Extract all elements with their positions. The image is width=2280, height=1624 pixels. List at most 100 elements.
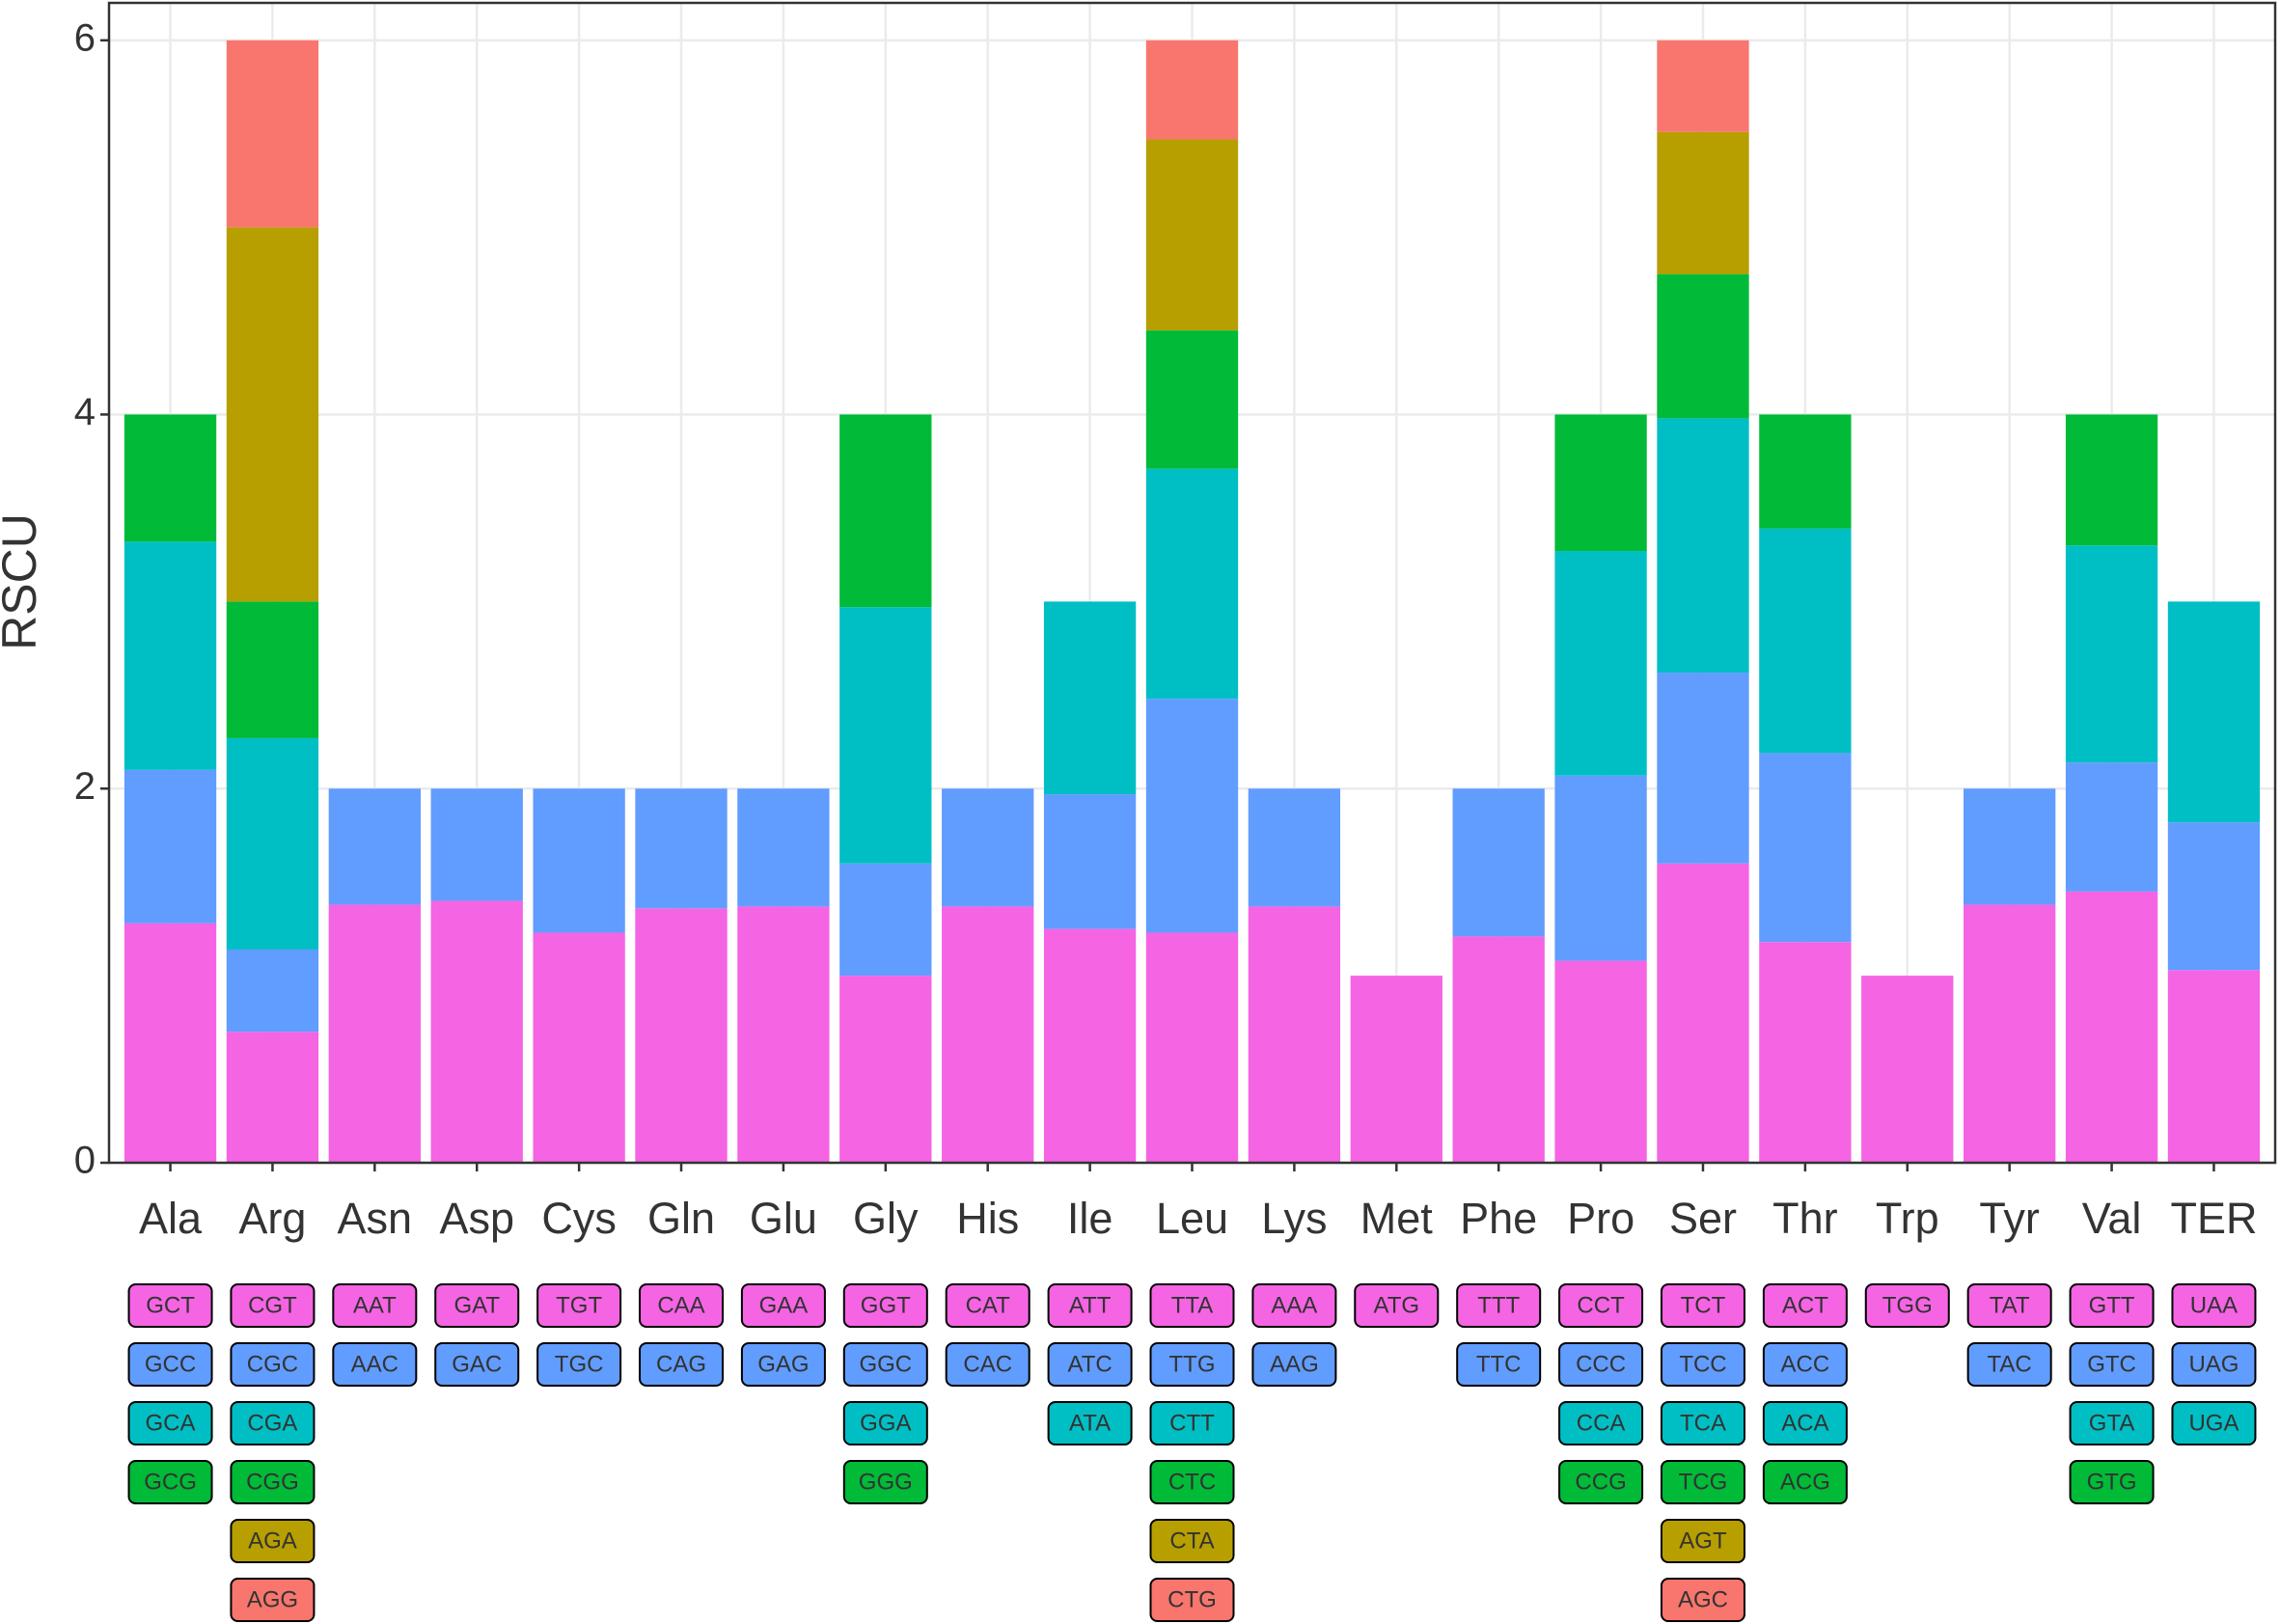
codon-box (945, 1342, 1030, 1387)
codon-box (1660, 1283, 1745, 1328)
bar-segment (1759, 528, 1852, 754)
bar-segment (1657, 673, 1749, 864)
codon-label: CCG (1575, 1469, 1626, 1495)
codon-label: CGG (246, 1469, 299, 1495)
bar-segment (2065, 545, 2158, 763)
bar-segment (1759, 753, 1852, 943)
bar-segment (1554, 960, 1647, 1163)
codon-box (1762, 1283, 1848, 1328)
codon-label: CGC (247, 1351, 298, 1377)
codon-box (1660, 1460, 1745, 1504)
codon-label: AAT (353, 1292, 397, 1318)
codon-box (230, 1283, 316, 1328)
codon-label: CGA (247, 1410, 297, 1436)
codon-box (536, 1342, 622, 1387)
codon-label: TCA (1680, 1410, 1726, 1436)
bar-segment (328, 904, 421, 1163)
x-tick-label: Lys (1261, 1194, 1327, 1243)
codon-label: GCT (146, 1292, 195, 1318)
codon-label: TGT (556, 1292, 602, 1318)
codon-box (639, 1283, 725, 1328)
x-tick-label: Leu (1156, 1194, 1228, 1243)
bar-segment (737, 788, 830, 907)
codon-box (842, 1283, 928, 1328)
bar-segment (1657, 40, 1749, 132)
x-tick-label: Trp (1876, 1194, 1939, 1243)
codon-box (230, 1460, 316, 1504)
codon-box (1558, 1460, 1644, 1504)
bar-segment (533, 788, 625, 933)
codon-label: TTC (1476, 1351, 1522, 1377)
codon-box (1456, 1283, 1542, 1328)
y-tick-label: 2 (74, 765, 96, 808)
codon-box (1354, 1283, 1440, 1328)
codon-label: GTA (2089, 1410, 2135, 1436)
codon-box (1251, 1283, 1337, 1328)
codon-label: AAC (351, 1351, 398, 1377)
codon-box (127, 1401, 213, 1445)
codon-box (2171, 1342, 2257, 1387)
bar-segment (1248, 906, 1341, 1163)
x-tick-label: Ile (1067, 1194, 1113, 1243)
codon-box (2171, 1401, 2257, 1445)
codon-label: GTC (2087, 1351, 2136, 1377)
bar-segment (1554, 551, 1647, 776)
codon-box (1966, 1283, 2052, 1328)
bar-segment (1145, 139, 1239, 331)
codon-box (2069, 1283, 2155, 1328)
codon-label: CCC (1576, 1351, 1626, 1377)
bar-segment (2065, 762, 2158, 892)
y-tick-label: 0 (74, 1140, 96, 1182)
x-tick-label: Gly (853, 1194, 919, 1243)
codon-box (230, 1342, 316, 1387)
codon-box (1558, 1342, 1644, 1387)
bar-segment (124, 769, 217, 923)
codon-box (536, 1283, 622, 1328)
bar-segment (1145, 330, 1239, 469)
codon-box (230, 1519, 316, 1563)
codon-box (842, 1401, 928, 1445)
y-tick-label: 4 (74, 391, 96, 433)
bar-segment (839, 414, 932, 608)
bar-segment (430, 788, 523, 901)
codon-label: GAA (759, 1292, 809, 1318)
codon-box (842, 1342, 928, 1387)
codon-label: AGC (1678, 1586, 1728, 1612)
codon-label: ACG (1780, 1469, 1830, 1495)
codon-box (1149, 1283, 1235, 1328)
bar-segment (226, 40, 319, 228)
codon-box (1251, 1342, 1337, 1387)
codon-box (740, 1283, 826, 1328)
codon-box (1149, 1519, 1235, 1563)
codon-label: CTG (1167, 1586, 1217, 1612)
bar-segment (1657, 131, 1749, 275)
codon-label: TCG (1679, 1469, 1728, 1495)
bar-segment (2065, 891, 2158, 1163)
codon-label: UAG (2188, 1351, 2239, 1377)
x-tick-label: Pro (1567, 1194, 1634, 1243)
codon-box (230, 1401, 316, 1445)
codon-label: TTG (1169, 1351, 1216, 1377)
bar-segment (1759, 942, 1852, 1163)
bar-segment (430, 900, 523, 1163)
codon-label: CTA (1169, 1528, 1214, 1554)
panel-border (107, 1, 2277, 1165)
codon-box (1047, 1401, 1133, 1445)
codon-label: GTT (2089, 1292, 2135, 1318)
codon-label: GGC (859, 1351, 912, 1377)
codon-label: GCC (145, 1351, 196, 1377)
codon-label: TGG (1882, 1292, 1933, 1318)
codon-box (127, 1342, 213, 1387)
codon-label: TTA (1171, 1292, 1214, 1318)
codon-label: AAA (1271, 1292, 1317, 1318)
x-tick-label: Met (1360, 1194, 1434, 1243)
codon-label: AAG (1270, 1351, 1319, 1377)
codon-box (1660, 1519, 1745, 1563)
codon-label: AGT (1679, 1528, 1727, 1554)
bar-segment (1248, 788, 1341, 907)
bar-segment (226, 227, 319, 602)
codon-label: CCT (1577, 1292, 1625, 1318)
x-tick-label: Thr (1772, 1194, 1838, 1243)
codon-label: TCC (1679, 1351, 1726, 1377)
